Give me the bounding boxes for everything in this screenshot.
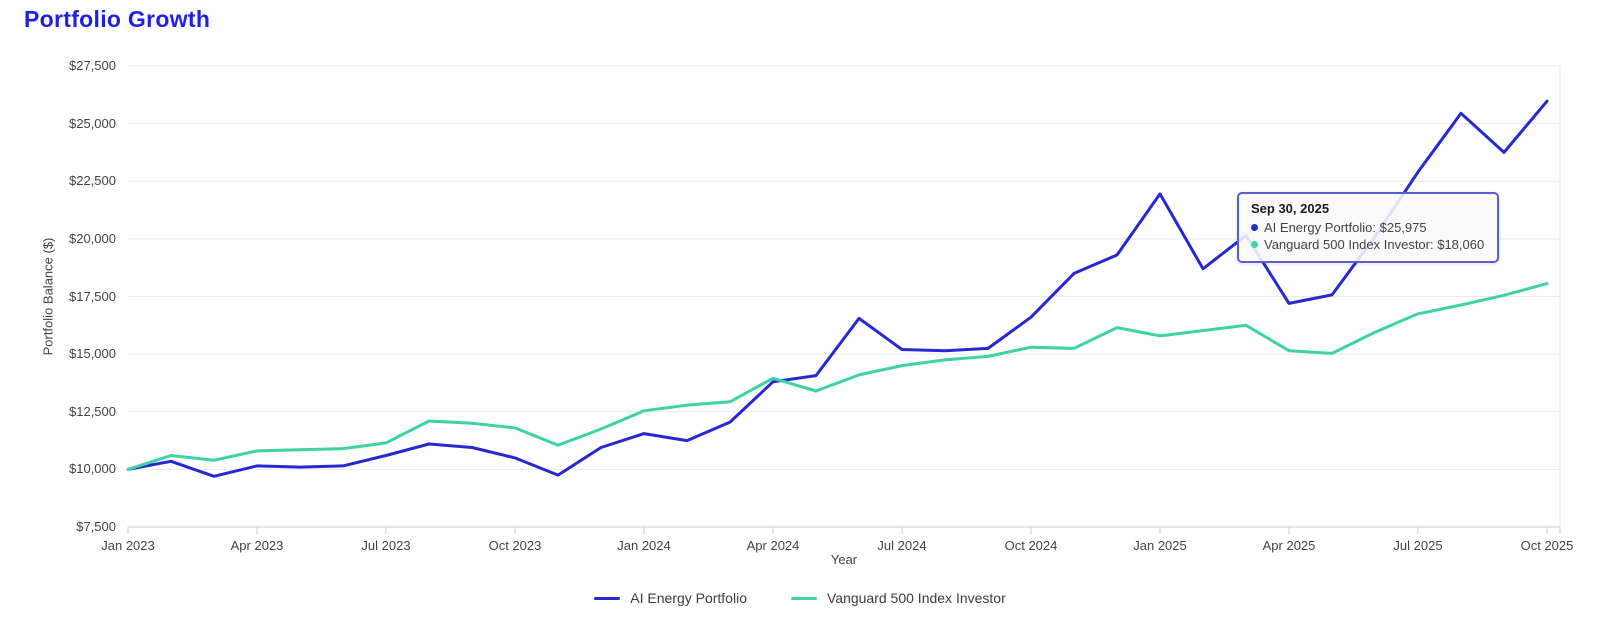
page-title: Portfolio Growth — [24, 6, 211, 32]
series-dot-icon — [1251, 241, 1258, 248]
x-axis-tick-label: Jul 2025 — [1393, 538, 1443, 553]
y-axis-tick-label: $22,500 — [69, 173, 116, 189]
x-axis-tick-label: Apr 2025 — [1262, 538, 1316, 553]
series-dot-icon — [1251, 224, 1258, 231]
x-axis-tick-label: Oct 2023 — [488, 538, 542, 553]
x-axis-tick-label: Jan 2025 — [1133, 538, 1187, 553]
series-line-ai-energy-portfolio[interactable] — [126, 99, 1549, 478]
y-axis-tick-label: $7,500 — [76, 519, 116, 534]
x-axis-tick-label: Jul 2024 — [877, 538, 927, 553]
x-axis-tick-label: Oct 2024 — [1004, 538, 1058, 553]
tooltip-row: Vanguard 500 Index Investor: $18,060 — [1251, 236, 1485, 253]
x-axis-tick-label: Oct 2025 — [1520, 538, 1574, 553]
x-axis-tick-label: Apr 2024 — [746, 538, 800, 553]
tooltip-date: Sep 30, 2025 — [1251, 201, 1330, 216]
legend-item-vanguard-500[interactable]: Vanguard 500 Index Investor — [790, 590, 1006, 606]
y-axis-tick-label: $17,500 — [69, 288, 116, 304]
tooltip-row-text: AI Energy Portfolio: $25,975 — [1264, 220, 1427, 235]
series-line-vanguard-500-index-investor[interactable] — [126, 282, 1549, 471]
legend-label: Vanguard 500 Index Investor — [826, 590, 1006, 606]
line-swatch-icon — [594, 596, 621, 600]
y-axis-tick-label: $10,000 — [69, 461, 116, 477]
tooltip-row: AI Energy Portfolio: $25,975 — [1251, 219, 1485, 236]
chart-legend: AI Energy Portfolio Vanguard 500 Index I… — [0, 586, 1600, 610]
legend-label: AI Energy Portfolio — [630, 590, 747, 606]
tooltip-row-text: Vanguard 500 Index Investor: $18,060 — [1264, 237, 1485, 252]
x-axis-tick-label: Apr 2023 — [230, 538, 284, 553]
y-axis-tick-label: $27,500 — [69, 58, 116, 73]
y-axis-tick-label: $15,000 — [69, 346, 116, 362]
y-axis-tick-label: $12,500 — [69, 403, 116, 419]
x-axis-tick-label: Jan 2023 — [101, 538, 155, 553]
y-axis-tick-label: $20,000 — [69, 230, 116, 246]
chart-tooltip: Sep 30, 2025 AI Energy Portfolio: $25,97… — [1237, 192, 1499, 263]
x-axis-tick-label: Jul 2023 — [361, 538, 411, 553]
x-axis-tick-label: Jan 2024 — [617, 538, 671, 553]
line-swatch-icon — [790, 596, 817, 600]
legend-item-ai-energy-portfolio[interactable]: AI Energy Portfolio — [594, 590, 747, 606]
y-axis-tick-label: $25,000 — [69, 115, 116, 131]
x-axis-title: Year — [830, 552, 858, 567]
